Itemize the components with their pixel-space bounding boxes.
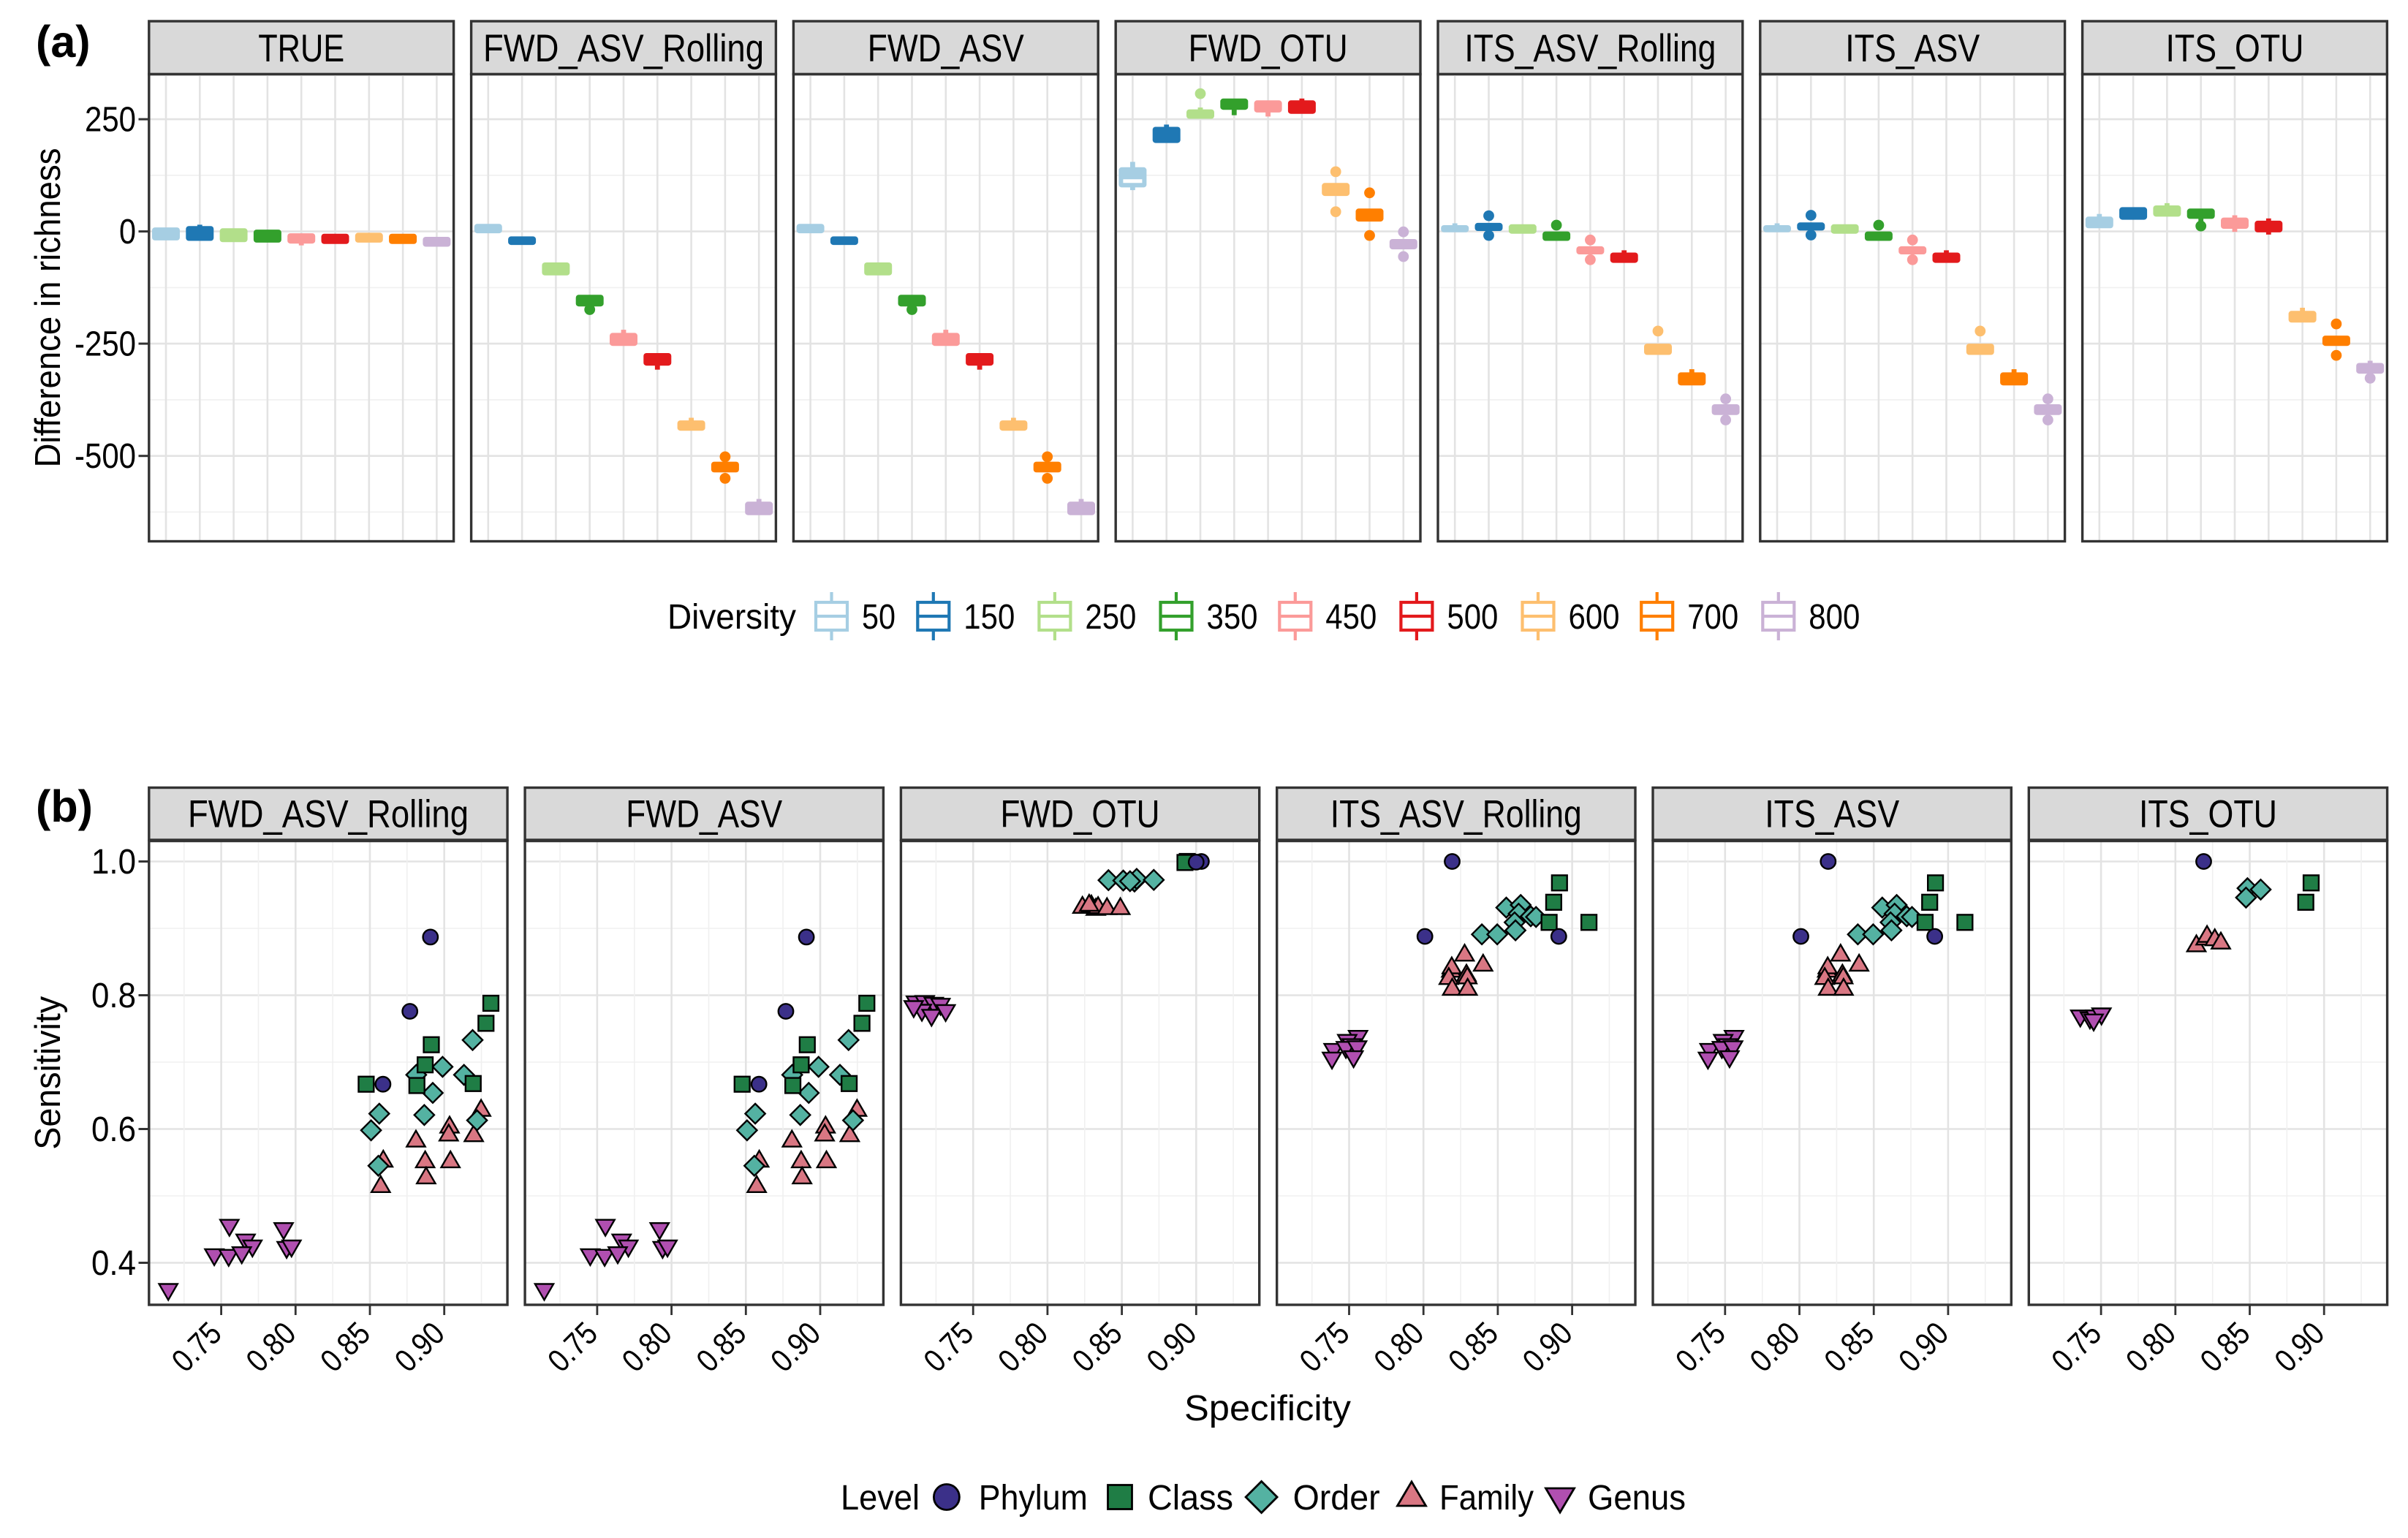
svg-text:700: 700 (1687, 598, 1738, 637)
svg-text:ITS_OTU: ITS_OTU (2139, 793, 2277, 836)
svg-text:250: 250 (85, 101, 136, 140)
svg-text:Level: Level (841, 1479, 920, 1518)
svg-text:ITS_OTU: ITS_OTU (2166, 27, 2304, 70)
svg-text:0.6: 0.6 (91, 1110, 136, 1149)
svg-text:Genus: Genus (1588, 1479, 1686, 1518)
svg-text:Family: Family (1439, 1479, 1534, 1518)
svg-text:150: 150 (963, 598, 1015, 637)
svg-text:TRUE: TRUE (258, 27, 344, 70)
svg-text:Phylum: Phylum (979, 1479, 1088, 1518)
svg-text:Order: Order (1293, 1479, 1380, 1518)
svg-text:FWD_ASV_Rolling: FWD_ASV_Rolling (483, 27, 764, 70)
svg-text:Diversity: Diversity (667, 598, 796, 637)
svg-text:(b): (b) (36, 781, 93, 831)
svg-text:(a): (a) (36, 17, 91, 67)
svg-text:450: 450 (1325, 598, 1377, 637)
svg-text:0.8: 0.8 (91, 977, 136, 1015)
svg-text:600: 600 (1569, 598, 1620, 637)
svg-text:350: 350 (1207, 598, 1258, 637)
svg-text:50: 50 (862, 598, 896, 637)
svg-text:FWD_ASV: FWD_ASV (868, 27, 1025, 70)
svg-text:0: 0 (119, 213, 136, 251)
svg-text:ITS_ASV_Rolling: ITS_ASV_Rolling (1464, 27, 1716, 70)
svg-text:-250: -250 (75, 325, 136, 364)
svg-text:FWD_OTU: FWD_OTU (1001, 793, 1160, 836)
svg-text:0.4: 0.4 (91, 1244, 136, 1283)
svg-text:1.0: 1.0 (91, 843, 136, 882)
svg-text:500: 500 (1447, 598, 1498, 637)
svg-text:FWD_OTU: FWD_OTU (1189, 27, 1348, 70)
svg-text:Difference in richness: Difference in richness (29, 148, 68, 468)
svg-text:FWD_ASV_Rolling: FWD_ASV_Rolling (188, 793, 469, 836)
svg-text:800: 800 (1809, 598, 1860, 637)
svg-text:-500: -500 (75, 437, 136, 476)
svg-text:ITS_ASV: ITS_ASV (1765, 793, 1900, 836)
svg-text:250: 250 (1085, 598, 1136, 637)
svg-text:ITS_ASV_Rolling: ITS_ASV_Rolling (1330, 793, 1582, 836)
svg-text:ITS_ASV: ITS_ASV (1845, 27, 1980, 70)
svg-text:Class: Class (1148, 1479, 1233, 1518)
svg-text:Sensitivity: Sensitivity (29, 996, 68, 1149)
svg-text:FWD_ASV: FWD_ASV (626, 793, 783, 836)
svg-text:Specificity: Specificity (1184, 1389, 1352, 1428)
